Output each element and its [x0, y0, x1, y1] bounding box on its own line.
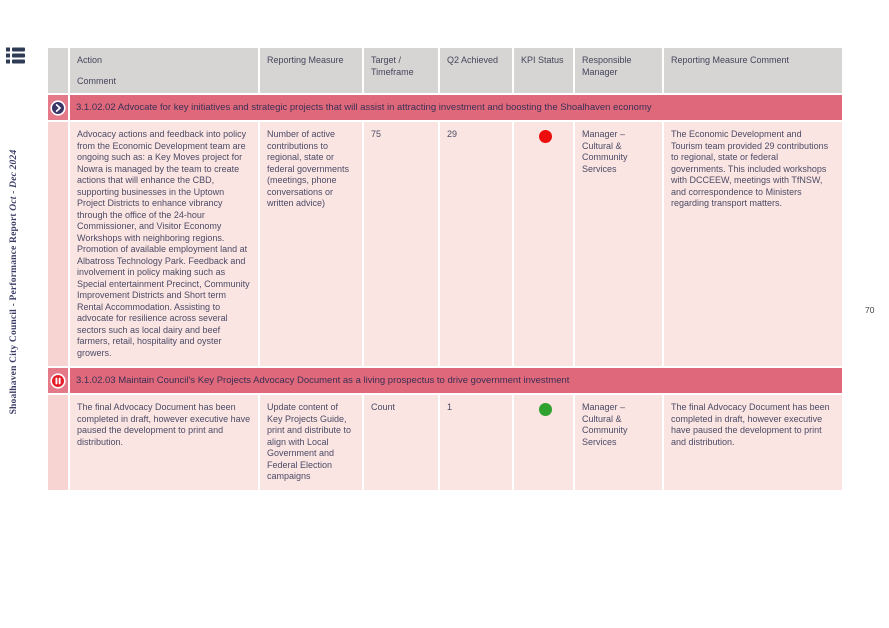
row-icon-column — [48, 122, 68, 366]
header-reporting-measure: Reporting Measure — [260, 48, 362, 93]
section-title: 3.1.02.03 Maintain Council's Key Project… — [70, 368, 842, 393]
kpi-status-dot-green — [539, 403, 552, 416]
header-icon-column — [48, 48, 68, 93]
header-action-label: Action — [77, 55, 103, 65]
table-of-contents-button[interactable] — [5, 46, 25, 66]
cell-target-timeframe: Count — [364, 395, 438, 490]
kpi-status-dot-red — [539, 130, 552, 143]
list-icon — [5, 47, 25, 64]
table-header-row: Action Comment Reporting Measure Target … — [48, 48, 842, 93]
row-icon-column — [48, 395, 68, 490]
pause-circle-icon — [50, 372, 66, 389]
header-reporting-measure-comment: Reporting Measure Comment — [664, 48, 842, 93]
cell-kpi-status — [514, 122, 573, 366]
cell-q2-achieved: 29 — [440, 122, 512, 366]
header-q2-achieved: Q2 Achieved — [440, 48, 512, 93]
header-action-comment: Action Comment — [70, 48, 258, 93]
chevron-right-circle-icon — [50, 99, 66, 116]
header-kpi-status: KPI Status — [514, 48, 573, 93]
cell-responsible-manager: Manager – Cultural & Community Services — [575, 395, 662, 490]
cell-reporting-measure: Number of active contributions to region… — [260, 122, 362, 366]
spine-title-date: Oct - Dec 2024 — [9, 149, 19, 211]
section-status-cell — [48, 95, 68, 120]
section-row-3-1-02-02: 3.1.02.02 Advocate for key initiatives a… — [48, 95, 842, 120]
header-target-timeframe: Target / Timeframe — [364, 48, 438, 93]
cell-q2-achieved: 1 — [440, 395, 512, 490]
cell-reporting-measure-comment: The final Advocacy Document has been com… — [664, 395, 842, 490]
section-status-cell — [48, 368, 68, 393]
cell-target-timeframe: 75 — [364, 122, 438, 366]
header-responsible-manager: Responsible Manager — [575, 48, 662, 93]
header-comment-label: Comment — [77, 75, 117, 86]
cell-reporting-measure-comment: The Economic Development and Tourism tea… — [664, 122, 842, 366]
cell-action-comment: Advocacy actions and feedback into polic… — [70, 122, 258, 366]
table-row: Advocacy actions and feedback into polic… — [48, 122, 842, 366]
section-title: 3.1.02.02 Advocate for key initiatives a… — [70, 95, 842, 120]
table-row: The final Advocacy Document has been com… — [48, 395, 842, 490]
cell-action-comment: The final Advocacy Document has been com… — [70, 395, 258, 490]
document-spine-title: Shoalhaven City Council - Performance Re… — [9, 149, 19, 415]
page-number: 70 — [865, 305, 875, 315]
section-row-3-1-02-03: 3.1.02.03 Maintain Council's Key Project… — [48, 368, 842, 393]
performance-report-table: Action Comment Reporting Measure Target … — [46, 46, 844, 492]
cell-responsible-manager: Manager – Cultural & Community Services — [575, 122, 662, 366]
cell-kpi-status — [514, 395, 573, 490]
cell-reporting-measure: Update content of Key Projects Guide, pr… — [260, 395, 362, 490]
